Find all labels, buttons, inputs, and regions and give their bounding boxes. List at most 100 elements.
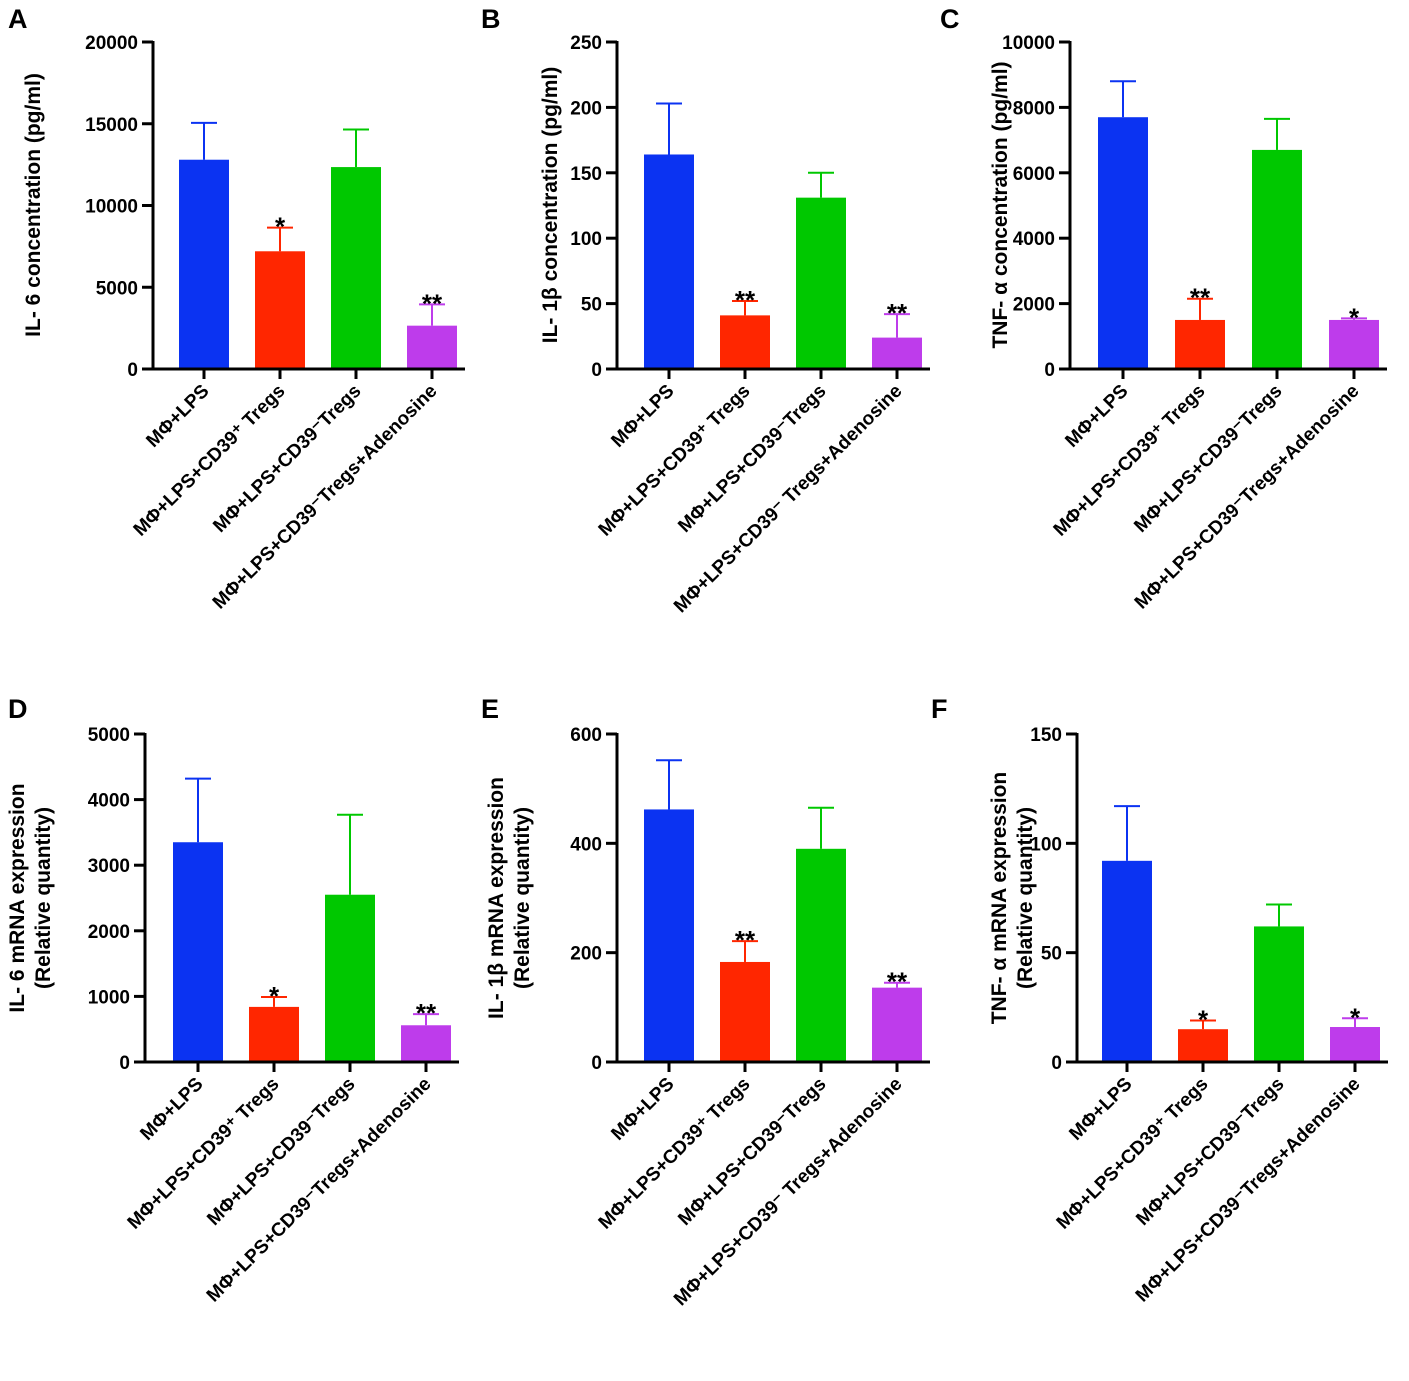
y-tick-label-d-5: 5000 [88, 725, 130, 746]
y-tick-label-f-1: 50 [1041, 944, 1062, 965]
panel-letter-c: C [940, 4, 960, 34]
y-tick-label-a-4: 20000 [85, 33, 138, 54]
y-tick-label-e-1: 200 [570, 944, 602, 965]
y-tick-label-d-0: 0 [119, 1053, 130, 1074]
significance-d-2: * [269, 981, 280, 1011]
bar-b-2 [720, 315, 770, 369]
panel-E: E IL- 1β mRNA expression (Relative quantit… [481, 694, 930, 1310]
significance-c-2: ** [1190, 283, 1211, 313]
y-tick-label-b-5: 250 [570, 33, 602, 54]
y-axis-label-c: TNF- α concentration (pg/ml) [989, 61, 1012, 348]
panel-letter-b: B [481, 4, 501, 34]
panel-D: D IL- 6 mRNA expression (Relative quantity… [6, 694, 459, 1306]
bar-a-2 [255, 251, 305, 369]
y-axis-label-2-f: (Relative quantity) [1014, 807, 1037, 989]
bar-b-3 [796, 197, 846, 369]
bar-d-2 [249, 1006, 299, 1062]
panel-letter-e: E [481, 694, 499, 724]
y-tick-label-e-2: 400 [570, 834, 602, 855]
y-tick-label-b-1: 50 [581, 295, 602, 316]
bar-c-4 [1329, 319, 1379, 369]
category-label-f-1: MΦ+LPS [1065, 1074, 1136, 1145]
y-tick-label-d-1: 1000 [88, 987, 130, 1008]
category-label-f-2: MΦ+LPS+CD39⁺ Tregs [1053, 1074, 1213, 1234]
y-tick-label-c-5: 10000 [1002, 33, 1055, 54]
y-tick-label-b-3: 150 [570, 164, 602, 185]
category-label-c-1: MΦ+LPS [1061, 381, 1132, 452]
significance-f-4: * [1350, 1002, 1361, 1032]
panel-A: AIL- 6 concentration (pg/ml) ***050001000… [8, 4, 465, 613]
y-tick-label-c-3: 6000 [1013, 164, 1055, 185]
bar-d-3 [325, 894, 375, 1062]
bar-d-1 [173, 842, 223, 1062]
y-tick-label-c-2: 4000 [1013, 229, 1055, 250]
category-label-e-3: MΦ+LPS+CD39⁻Tregs [674, 1074, 830, 1230]
bar-e-3 [796, 848, 846, 1062]
y-axis-label-2-e: (Relative quantity) [511, 807, 534, 989]
y-axis-label-d: IL- 6 mRNA expression [6, 783, 29, 1012]
category-label-a-3: MΦ+LPS+CD39⁻Tregs [209, 381, 365, 537]
y-tick-label-e-3: 600 [570, 725, 602, 746]
y-tick-label-d-3: 3000 [88, 856, 130, 877]
bar-f-4 [1330, 1027, 1380, 1062]
y-axis-label-2-d: (Relative quantity) [32, 807, 55, 989]
bar-a-4 [407, 325, 457, 369]
y-tick-label-a-3: 15000 [85, 115, 138, 136]
category-label-d-2: MΦ+LPS+CD39⁺ Tregs [124, 1074, 284, 1234]
bar-c-2 [1175, 319, 1225, 369]
y-tick-label-b-2: 100 [570, 229, 602, 250]
bar-a-1 [179, 159, 229, 369]
category-label-a-1: MΦ+LPS [142, 381, 213, 452]
panel-F: F TNF- α mRNA expression (Relative quantit… [931, 694, 1388, 1306]
y-tick-label-f-0: 0 [1051, 1053, 1062, 1074]
bar-e-4 [872, 987, 922, 1062]
bar-b-1 [644, 154, 694, 369]
category-label-b-1: MΦ+LPS [607, 381, 678, 452]
y-tick-label-c-1: 2000 [1013, 295, 1055, 316]
bar-c-1 [1098, 117, 1148, 370]
significance-e-2: ** [735, 925, 756, 955]
bar-a-3 [331, 167, 381, 369]
significance-e-4: ** [887, 967, 908, 997]
y-tick-label-d-4: 4000 [88, 791, 130, 812]
panel-letter-a: A [8, 4, 28, 34]
significance-b-4: ** [887, 298, 908, 328]
significance-b-2: ** [735, 285, 756, 315]
bar-f-3 [1254, 926, 1304, 1062]
y-tick-label-a-0: 0 [127, 360, 138, 381]
bar-f-1 [1102, 860, 1152, 1062]
bar-e-2 [720, 961, 770, 1062]
panel-letter-f: F [931, 694, 948, 724]
y-tick-label-c-4: 8000 [1013, 98, 1055, 119]
y-tick-label-b-4: 200 [570, 98, 602, 119]
y-tick-label-f-3: 150 [1030, 725, 1062, 746]
significance-f-2: * [1198, 1004, 1209, 1034]
significance-a-4: ** [422, 288, 443, 318]
significance-d-4: ** [416, 998, 437, 1028]
y-axis-label-e: IL- 1β mRNA expression [485, 777, 508, 1019]
y-tick-label-a-2: 10000 [85, 197, 138, 218]
significance-c-4: * [1349, 302, 1360, 332]
category-label-b-3: MΦ+LPS+CD39⁻Tregs [674, 381, 830, 537]
category-label-b-2: MΦ+LPS+CD39⁺ Tregs [595, 381, 755, 541]
category-label-e-2: MΦ+LPS+CD39⁺ Tregs [595, 1074, 755, 1234]
category-label-f-3: MΦ+LPS+CD39⁻Tregs [1132, 1074, 1288, 1230]
category-label-d-1: MΦ+LPS [136, 1074, 207, 1145]
category-label-d-3: MΦ+LPS+CD39⁻Tregs [203, 1074, 359, 1230]
bar-e-1 [644, 809, 694, 1062]
bar-b-4 [872, 337, 922, 369]
category-label-e-1: MΦ+LPS [607, 1074, 678, 1145]
bar-d-4 [401, 1025, 451, 1062]
y-axis-label-b: IL- 1β concentration (pg/ml) [539, 67, 562, 344]
panel-B: B IL- 1β concentration (pg/ml) ** ** 0 50 100 1… [481, 4, 930, 617]
y-tick-label-a-1: 5000 [96, 278, 138, 299]
bar-f-2 [1178, 1029, 1228, 1062]
y-tick-label-d-2: 2000 [88, 922, 130, 943]
y-tick-label-c-0: 0 [1044, 360, 1055, 381]
bar-c-3 [1252, 149, 1302, 369]
y-axis-label-f: TNF- α mRNA expression [988, 772, 1011, 1025]
panel-letter-d: D [8, 694, 28, 724]
y-tick-label-b-0: 0 [591, 360, 602, 381]
